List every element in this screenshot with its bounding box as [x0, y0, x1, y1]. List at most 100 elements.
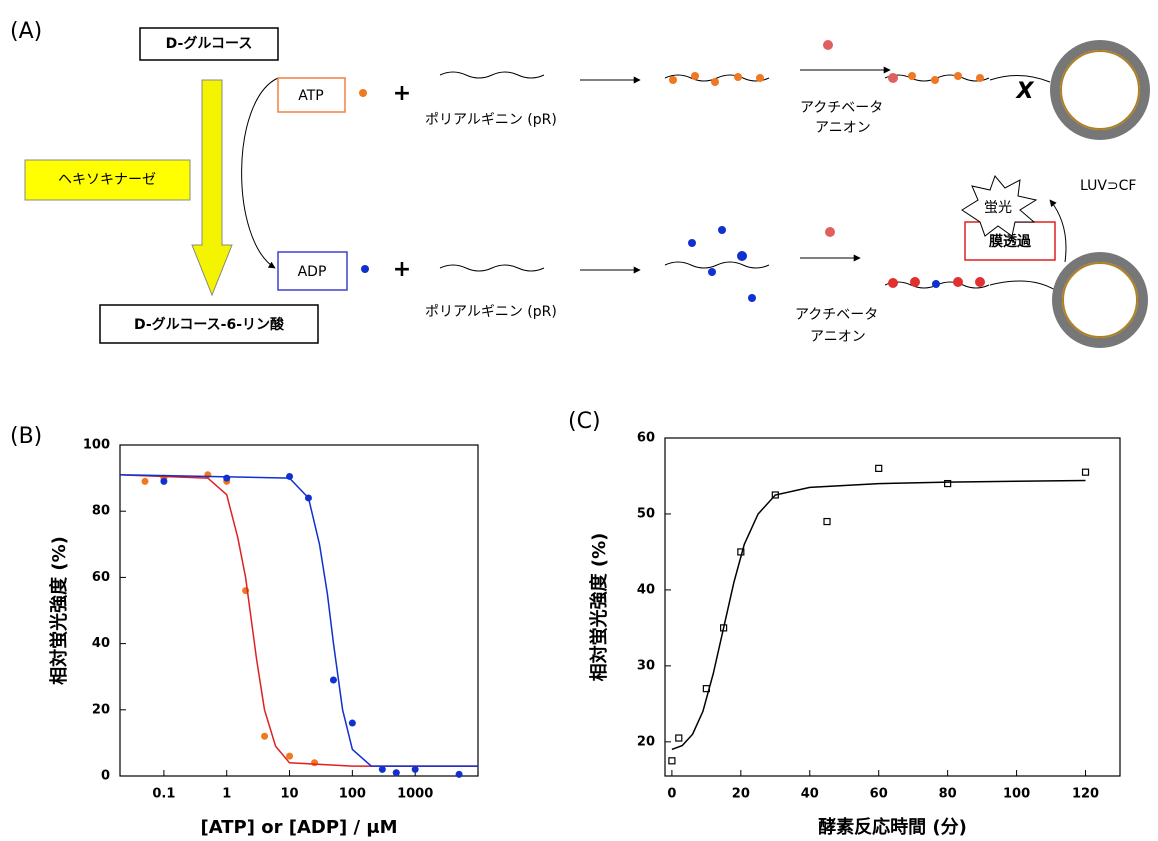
y-tick-label: 0 — [101, 769, 110, 784]
plot-frame — [119, 444, 479, 777]
polymer-label: ポリアルギニン (pR) — [425, 304, 557, 320]
y-tick-label: 80 — [92, 504, 110, 519]
x-tick-label: 0.1 — [152, 787, 175, 802]
panel-label: (A) — [10, 19, 42, 44]
y-tick-label: 60 — [92, 570, 110, 585]
plot-frame — [664, 437, 1121, 777]
y-tick-label: 50 — [637, 506, 655, 521]
atp-label: ATP — [298, 88, 323, 104]
polymer — [664, 74, 770, 82]
product-label: D-グルコース-6-リン酸 — [134, 316, 285, 333]
data-point — [823, 517, 831, 526]
x-tick-label: 0 — [667, 787, 676, 802]
data-point — [141, 477, 149, 485]
data-point — [668, 757, 676, 765]
polymer — [439, 264, 545, 272]
x-tick-label: 1000 — [397, 787, 433, 802]
y-axis-label: 相対蛍光強度 (%) — [588, 533, 610, 682]
vesicle-inner — [1062, 262, 1138, 338]
y-tick-label: 30 — [637, 658, 655, 673]
x-tick-label: 120 — [1072, 787, 1099, 802]
data-point — [348, 719, 356, 727]
adp-icon — [361, 265, 369, 273]
box — [139, 27, 279, 61]
fit-curve — [119, 474, 478, 767]
vesicle-inner — [1060, 50, 1140, 130]
plus: + — [393, 257, 411, 282]
x-tick-label: 60 — [870, 787, 888, 802]
y-tick-label: 20 — [92, 702, 110, 717]
data-point — [378, 765, 386, 773]
x-tick-label: 1 — [222, 787, 231, 802]
y-axis-label: 相対蛍光強度 (%) — [48, 536, 70, 685]
activator-label: アニオン — [815, 120, 871, 136]
x-tick-label: 10 — [280, 787, 298, 802]
bound-activator — [888, 277, 985, 288]
glucose-label: D-グルコース — [166, 35, 253, 52]
y-tick-label: 40 — [637, 582, 655, 597]
polymer — [664, 261, 770, 269]
burst — [961, 175, 1038, 237]
data-point — [455, 770, 463, 778]
y-tick-label: 40 — [92, 636, 110, 651]
arrow — [989, 280, 1056, 291]
activator-icon — [823, 40, 833, 50]
permeation-label: 膜透過 — [989, 233, 1032, 250]
data-point — [223, 474, 231, 482]
panel-label: (B) — [10, 424, 42, 449]
data-point — [411, 765, 419, 773]
blocked-mark: X — [1015, 79, 1035, 104]
data-point — [1081, 468, 1090, 476]
arrow — [241, 77, 279, 269]
yellow-arrow — [191, 79, 233, 297]
polymer-label: ポリアルギニン (pR) — [425, 112, 557, 128]
activator-icon — [825, 227, 835, 237]
adp-label: ADP — [298, 264, 327, 280]
activator-label: アクチベータ — [800, 100, 883, 116]
enzyme-box — [24, 159, 191, 201]
data-point — [286, 752, 294, 760]
data-point — [675, 734, 683, 742]
x-tick-label: 100 — [339, 787, 366, 802]
x-tick-label: 100 — [1003, 787, 1030, 802]
arrow — [989, 75, 1051, 83]
panel-a: (A) D-グルコース ヘキソキナーゼ D-グルコース-6-リン酸 ATP + … — [10, 19, 1150, 348]
x-axis-label: [ATP] or [ADP] / μM — [200, 817, 397, 838]
polymer — [439, 71, 545, 79]
y-tick-label: 60 — [637, 431, 655, 446]
fluorescence-label: 蛍光 — [984, 200, 1012, 216]
enzyme-label: ヘキソキナーゼ — [58, 172, 156, 188]
data-point — [392, 769, 400, 777]
vesicle-label: LUV⊃CF — [1080, 178, 1137, 194]
plus: + — [393, 81, 411, 106]
atp-icon — [359, 89, 367, 97]
data-point — [329, 676, 337, 684]
x-tick-label: 40 — [801, 787, 819, 802]
bound-atp — [669, 72, 764, 86]
data-point — [311, 759, 319, 767]
data-point — [875, 464, 883, 472]
x-axis-label: 酵素反応時間 (分) — [818, 816, 967, 838]
bound-complex — [888, 72, 984, 84]
fit-curve — [119, 474, 478, 767]
atp-box — [277, 77, 346, 113]
arrow — [1049, 199, 1067, 263]
data-point — [160, 477, 168, 485]
free-adp — [688, 226, 756, 302]
x-tick-label: 20 — [732, 787, 750, 802]
vesicle — [1050, 40, 1150, 140]
activator-label: アクチベータ — [795, 307, 878, 323]
box — [99, 304, 319, 344]
panel-label: (C) — [568, 409, 601, 434]
bound-adp — [932, 280, 940, 288]
activator-label: アニオン — [810, 329, 866, 345]
y-tick-label: 100 — [83, 438, 110, 453]
data-point — [944, 479, 952, 488]
fit-curve — [671, 479, 1086, 751]
vesicle — [1052, 252, 1148, 348]
x-tick-label: 80 — [939, 787, 957, 802]
adp-box — [277, 251, 348, 291]
